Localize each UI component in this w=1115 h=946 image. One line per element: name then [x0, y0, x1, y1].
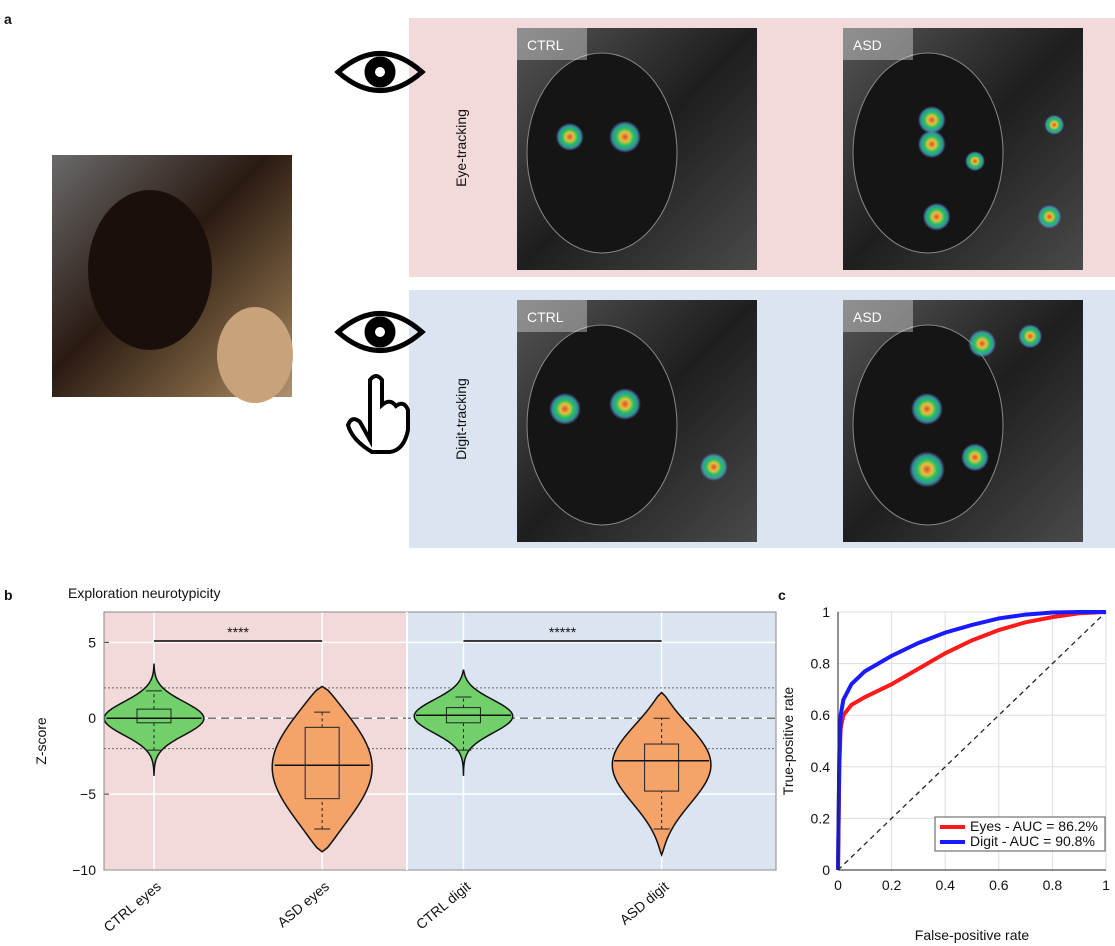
heat-blob [1044, 115, 1064, 135]
y-tick-label: 0 [88, 710, 96, 726]
x-tick-label: 0.8 [1043, 877, 1063, 893]
object [217, 307, 293, 403]
face [527, 325, 677, 525]
x-tick-label: CTRL digit [413, 878, 474, 933]
y-tick-label: 0.2 [811, 810, 831, 826]
y-tick-label: 5 [88, 634, 96, 650]
x-tick-label: 0.6 [989, 877, 1009, 893]
y-tick-label: 0.6 [811, 707, 831, 723]
legend-label: Eyes - AUC = 86.2% [970, 818, 1098, 834]
x-tick-label: CTRL eyes [100, 878, 164, 935]
significance-label: **** [227, 624, 249, 640]
face [88, 190, 212, 350]
heat-blob [700, 453, 728, 481]
panel-label: c [778, 587, 786, 603]
heat-blob [549, 393, 581, 425]
x-tick-label: 0.4 [935, 877, 955, 893]
x-axis-label: False-positive rate [915, 927, 1030, 943]
y-tick-label: −5 [80, 786, 96, 802]
figure: a Eye-tracking CTRL ASD Digit-tracking CTRL A… [0, 0, 1115, 946]
chart-title: Exploration neurotypicity [68, 585, 221, 601]
heat-blob [911, 393, 943, 425]
heat-blob [609, 121, 641, 153]
heat-blob [968, 330, 996, 358]
significance-label: ***** [549, 624, 577, 640]
page: a Eye-tracking CTRL ASD Digit-tracking CTRL A… [0, 0, 1115, 946]
y-tick-label: −10 [72, 862, 96, 878]
heat-blob [918, 130, 946, 158]
y-tick-label: 1 [822, 604, 830, 620]
image-tag: ASD [853, 37, 882, 53]
x-tick-label: 1 [1102, 877, 1110, 893]
heat-blob [609, 388, 641, 420]
heat-blob [961, 443, 989, 471]
y-tick-label: 0.4 [811, 759, 831, 775]
panel-label: b [4, 587, 13, 603]
heat-blob [918, 106, 946, 134]
hand-icon [348, 376, 408, 452]
x-tick-label: 0.2 [882, 877, 902, 893]
image-tag: CTRL [527, 309, 564, 325]
heat-blob [965, 151, 985, 171]
legend-label: Digit - AUC = 90.8% [970, 833, 1095, 849]
row-label: Eye-tracking [453, 109, 469, 187]
heat-blob [1018, 324, 1042, 348]
x-tick-label: ASD eyes [274, 878, 332, 930]
y-tick-label: 0 [822, 862, 830, 878]
heat-blob [1037, 205, 1061, 229]
y-tick-label: 0.8 [811, 656, 831, 672]
x-tick-label: ASD digit [617, 878, 672, 928]
row-label: Digit-tracking [453, 378, 469, 460]
heat-blob [556, 123, 584, 151]
image-tag: CTRL [527, 37, 564, 53]
heat-blob [909, 451, 945, 487]
y-axis-label: True-positive rate [780, 687, 796, 796]
face [527, 53, 677, 253]
y-axis-label: Z-score [33, 717, 49, 765]
x-tick-label: 0 [834, 877, 842, 893]
heat-blob [923, 203, 951, 231]
panel-label: a [4, 11, 12, 27]
panel-a: a Eye-tracking CTRL ASD Digit-tracking CTRL A… [4, 11, 1115, 548]
image-tag: ASD [853, 309, 882, 325]
